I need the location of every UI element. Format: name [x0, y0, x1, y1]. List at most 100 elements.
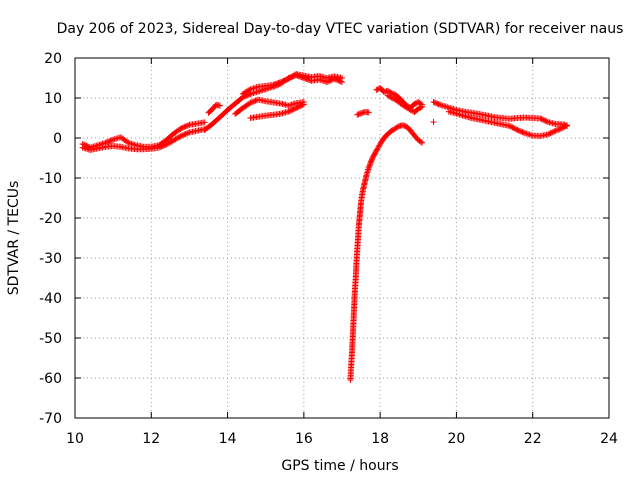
data-point	[290, 106, 297, 113]
plot-frame	[74, 57, 610, 419]
data-point	[394, 123, 401, 130]
data-point	[286, 108, 293, 114]
data-point	[354, 111, 361, 118]
data-point	[178, 125, 185, 131]
data-point	[417, 104, 424, 111]
data-point	[562, 123, 569, 129]
y-tick-label: 10	[44, 91, 62, 107]
data-point	[277, 79, 284, 85]
data-markers	[79, 71, 571, 383]
y-axis-label: SDTVAR / TECUs	[6, 181, 22, 296]
data-point	[415, 105, 422, 112]
data-point	[108, 137, 115, 144]
data-point	[185, 122, 192, 129]
data-point	[289, 106, 296, 113]
data-point	[288, 107, 295, 114]
data-point	[355, 111, 362, 118]
data-point	[162, 141, 169, 148]
data-point	[547, 130, 554, 137]
data-point	[216, 102, 223, 109]
data-point	[281, 77, 288, 84]
data-point	[372, 149, 379, 155]
data-point	[416, 105, 423, 112]
y-tick-label: 0	[53, 131, 62, 147]
data-point	[169, 137, 176, 144]
y-tick-label: -70	[39, 411, 62, 427]
data-point	[166, 139, 173, 146]
data-point	[517, 128, 523, 135]
data-point	[159, 143, 166, 149]
data-point	[246, 100, 253, 107]
data-point	[389, 95, 396, 102]
data-point	[182, 123, 189, 130]
data-point	[185, 129, 192, 136]
data-point	[400, 122, 407, 129]
data-point	[279, 78, 286, 85]
data-point	[552, 127, 559, 134]
data-point	[515, 127, 522, 134]
data-point	[548, 129, 555, 136]
data-point	[544, 131, 551, 138]
data-point	[161, 142, 167, 149]
data-point	[105, 138, 112, 145]
data-point	[201, 119, 208, 126]
data-point	[164, 140, 171, 147]
data-point	[520, 129, 527, 136]
data-point	[386, 93, 393, 100]
data-point	[384, 92, 391, 99]
y-tick-label: 20	[44, 51, 62, 67]
data-point	[251, 98, 258, 105]
data-point	[555, 126, 562, 133]
data-point	[365, 109, 372, 116]
data-point	[542, 117, 549, 124]
data-point	[246, 87, 253, 93]
data-point	[171, 137, 178, 143]
series-morning-low-b	[79, 126, 208, 153]
x-tick-label: 22	[524, 431, 542, 447]
data-point	[298, 102, 305, 109]
data-point	[508, 123, 515, 130]
data-point	[295, 103, 302, 110]
x-tick-label: 12	[142, 431, 160, 447]
data-point	[176, 134, 183, 141]
data-point	[519, 129, 526, 136]
data-point	[518, 128, 525, 135]
data-point	[248, 99, 255, 106]
data-point	[419, 103, 426, 110]
data-point	[430, 99, 437, 105]
x-tick-label: 24	[600, 431, 618, 447]
data-point	[168, 138, 175, 145]
data-point	[537, 115, 544, 122]
data-point	[181, 131, 188, 138]
data-point	[388, 94, 395, 101]
data-point	[514, 127, 521, 133]
data-point	[541, 117, 548, 124]
data-point	[167, 139, 174, 146]
y-tick-label: -50	[39, 331, 62, 347]
y-tick-label: -10	[39, 171, 62, 187]
x-tick-label: 14	[219, 431, 237, 447]
data-point	[538, 116, 545, 122]
data-point	[293, 105, 300, 111]
data-point	[299, 102, 306, 108]
data-point	[550, 129, 557, 135]
data-point	[178, 132, 185, 139]
data-point	[539, 116, 546, 123]
data-point	[124, 138, 131, 145]
data-point	[407, 107, 414, 113]
series-afternoon-low-band	[247, 101, 307, 121]
data-point	[557, 125, 564, 132]
data-point	[336, 77, 343, 84]
x-tick-label: 16	[295, 431, 313, 447]
y-tick-label: -20	[39, 211, 62, 227]
data-point	[430, 119, 437, 125]
data-point	[252, 97, 259, 104]
data-point	[510, 125, 517, 131]
series-afternoon-mid-band	[232, 96, 307, 117]
y-tick-label: -30	[39, 251, 62, 267]
data-point	[431, 99, 438, 106]
data-point	[556, 126, 563, 133]
data-point	[106, 138, 113, 145]
data-point	[297, 103, 304, 110]
